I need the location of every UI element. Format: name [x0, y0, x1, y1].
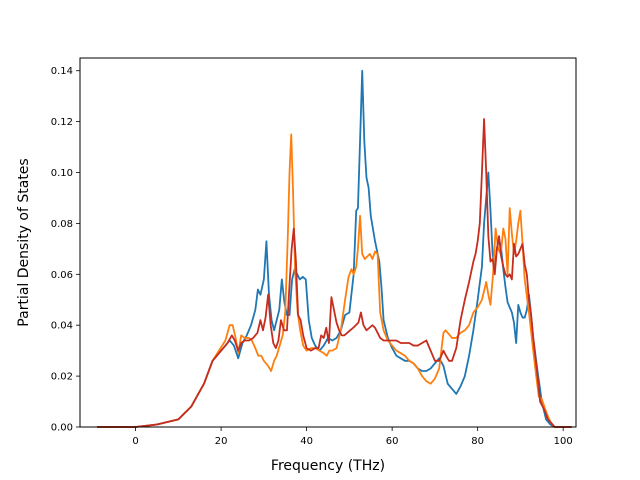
x-tick-label: 40	[300, 436, 313, 447]
y-tick-label: 0.04	[51, 321, 73, 332]
x-tick-label: 0	[132, 436, 138, 447]
x-axis-label: Frequency (THz)	[271, 458, 385, 474]
y-tick-label: 0.00	[51, 423, 73, 434]
series-line-3	[97, 118, 572, 428]
x-axis-ticks: 0 20 40 60 80 100	[132, 427, 573, 447]
y-tick-label: 0.12	[51, 117, 73, 128]
series-layer	[97, 69, 572, 428]
x-tick-label: 100	[554, 436, 573, 447]
y-tick-label: 0.06	[51, 270, 73, 281]
series-line-1	[97, 69, 572, 428]
y-tick-label: 0.10	[51, 168, 73, 179]
y-tick-label: 0.02	[51, 372, 73, 383]
y-axis-ticks: 0.00 0.02 0.04 0.06 0.08 0.10 0.12 0.14	[51, 66, 80, 434]
series-line-2	[97, 133, 572, 428]
y-tick-label: 0.08	[51, 219, 73, 230]
plot-frame	[79, 57, 577, 428]
y-axis-label: Partial Density of States	[16, 158, 32, 326]
x-tick-label: 60	[386, 436, 399, 447]
x-tick-label: 20	[215, 436, 228, 447]
y-tick-label: 0.14	[51, 66, 73, 77]
x-tick-label: 80	[471, 436, 484, 447]
